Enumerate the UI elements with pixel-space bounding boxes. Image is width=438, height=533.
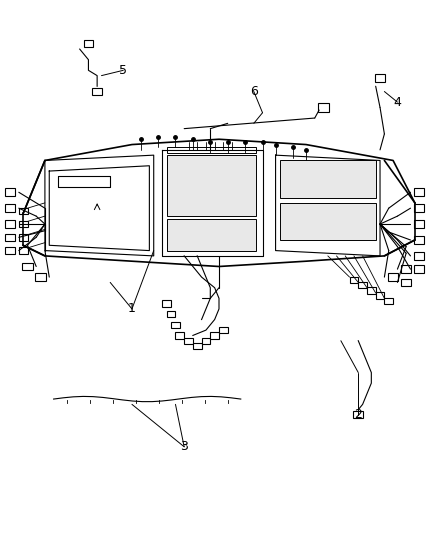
Bar bbox=[210, 332, 219, 338]
Bar bbox=[193, 343, 201, 349]
Bar bbox=[35, 273, 46, 281]
Bar bbox=[171, 321, 180, 328]
Bar bbox=[401, 265, 411, 273]
Text: 1: 1 bbox=[128, 302, 136, 316]
Bar bbox=[414, 265, 424, 273]
Bar bbox=[19, 221, 28, 227]
Bar bbox=[167, 219, 256, 251]
Bar bbox=[375, 75, 385, 82]
Text: 5: 5 bbox=[119, 64, 127, 77]
Bar bbox=[219, 327, 228, 333]
Text: 3: 3 bbox=[180, 440, 188, 453]
Bar bbox=[318, 103, 329, 111]
Bar bbox=[5, 233, 15, 241]
Bar bbox=[414, 236, 424, 244]
Bar bbox=[401, 279, 411, 286]
Bar bbox=[167, 155, 256, 216]
Bar bbox=[5, 189, 15, 196]
Bar bbox=[84, 41, 93, 47]
Bar bbox=[414, 252, 424, 260]
Bar bbox=[367, 287, 376, 294]
Bar bbox=[414, 220, 424, 228]
Text: 4: 4 bbox=[393, 95, 401, 109]
Bar bbox=[22, 263, 33, 270]
Bar bbox=[350, 277, 358, 283]
Bar bbox=[388, 273, 398, 281]
Bar bbox=[358, 282, 367, 288]
Bar bbox=[376, 293, 385, 299]
Bar bbox=[5, 220, 15, 228]
Bar bbox=[176, 332, 184, 338]
Text: 6: 6 bbox=[250, 85, 258, 98]
Bar bbox=[19, 234, 28, 240]
Bar bbox=[5, 247, 15, 254]
Bar bbox=[19, 208, 28, 214]
Bar bbox=[92, 88, 102, 95]
Bar bbox=[385, 298, 393, 304]
Bar bbox=[19, 247, 28, 254]
Bar bbox=[167, 147, 256, 152]
Bar bbox=[162, 301, 171, 307]
Bar bbox=[280, 203, 376, 240]
Bar bbox=[167, 311, 176, 317]
Bar bbox=[414, 204, 424, 212]
Bar bbox=[353, 411, 363, 418]
Bar bbox=[414, 189, 424, 196]
Text: 2: 2 bbox=[354, 408, 362, 422]
Bar bbox=[184, 337, 193, 344]
Bar bbox=[5, 204, 15, 212]
Bar bbox=[280, 160, 376, 198]
Bar bbox=[201, 337, 210, 344]
